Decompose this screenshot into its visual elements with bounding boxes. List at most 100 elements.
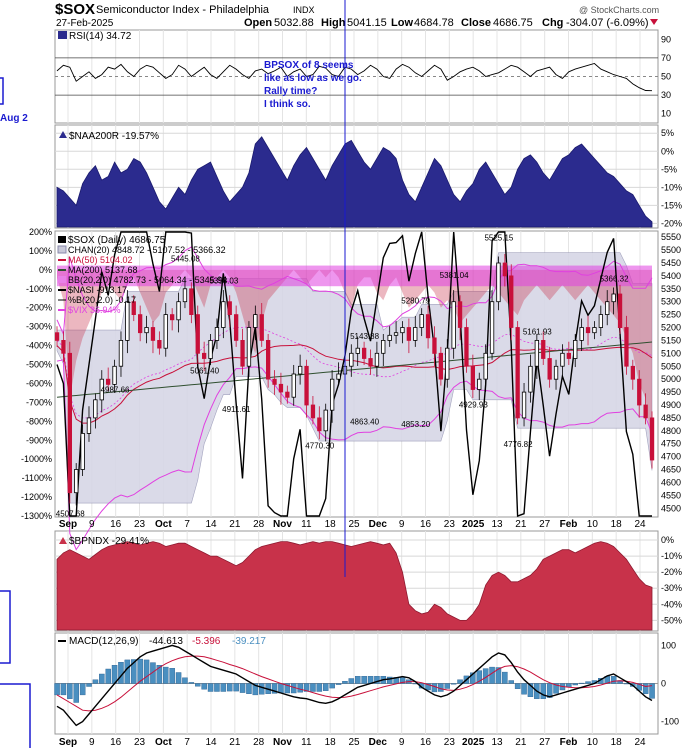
macd-histogram-bar xyxy=(329,683,335,689)
candle-body xyxy=(182,288,188,303)
candle-body xyxy=(547,358,552,380)
candle-body xyxy=(323,409,328,432)
x-axis-label: 9 xyxy=(89,737,95,748)
candle-body xyxy=(201,352,207,359)
price-right-tick: 4900 xyxy=(661,400,681,410)
x-axis-label: 14 xyxy=(205,737,217,748)
annotation-box-2 xyxy=(0,590,11,664)
macd-histogram-bar xyxy=(169,668,175,684)
x-axis-label: 9 xyxy=(399,737,405,748)
macd-histogram-bar xyxy=(521,683,527,695)
x-axis-label: 18 xyxy=(325,519,337,530)
bp-tick-label: 0% xyxy=(661,535,674,545)
macd-histogram-bar xyxy=(514,683,521,690)
rsi-tick-label: 70 xyxy=(661,53,671,63)
x-axis-label: 16 xyxy=(420,737,432,748)
macd-histogram-bar xyxy=(79,683,86,696)
x-axis-label: 21 xyxy=(515,737,527,748)
price-label: 4507.68 xyxy=(56,509,85,518)
macd-histogram-bar xyxy=(239,683,246,693)
legend-ma200: MA(200) 5137.68 xyxy=(68,265,138,275)
candle-body xyxy=(265,339,271,380)
macd-histogram-bar xyxy=(150,662,156,684)
x-axis-label: 18 xyxy=(611,737,623,748)
candle-body xyxy=(553,365,559,380)
chg-label: Chg xyxy=(542,17,563,29)
macd-histogram-bar xyxy=(578,682,585,684)
candle-body xyxy=(509,275,514,328)
annotation-box-1 xyxy=(0,77,4,105)
nasi-line xyxy=(56,231,652,517)
macd-histogram-bar xyxy=(259,683,265,695)
x-axis-label: Dec xyxy=(369,737,388,748)
bp-tick-label: -30% xyxy=(661,583,682,593)
macd-histogram-bar xyxy=(54,683,60,696)
macd-histogram-bar xyxy=(438,683,444,692)
macd-histogram-bar xyxy=(450,683,457,685)
macd-histogram-bar xyxy=(444,683,451,689)
price-right-tick: 5500 xyxy=(661,245,681,255)
x-axis-label: Nov xyxy=(273,519,292,530)
macd-histogram-bar xyxy=(67,683,73,699)
close-value: 4686.75 xyxy=(493,17,533,29)
rsi-legend: RSI(14) 34.72 xyxy=(58,31,132,42)
x-axis-label: 23 xyxy=(134,737,146,748)
candle-body xyxy=(624,327,629,367)
candle-body xyxy=(649,417,655,461)
rsi-tick-label: 30 xyxy=(661,90,671,100)
price-label: 5525.15 xyxy=(484,234,513,243)
price-right-tick: 4550 xyxy=(661,490,681,500)
macd-histogram-bar xyxy=(60,683,67,696)
macd-histogram-bar xyxy=(214,683,220,692)
x-axis-label: 24 xyxy=(634,519,646,530)
naa200r-legend-text: $NAA200R -19.57% xyxy=(69,131,159,142)
price-right-tick: 5200 xyxy=(661,323,681,333)
candle-body xyxy=(445,347,450,380)
candle-body xyxy=(457,301,463,328)
macd-legend-name: MACD(12,26,9) xyxy=(69,636,138,647)
x-axis-label: 9 xyxy=(89,519,95,530)
naa-tick-label: -10% xyxy=(661,182,682,192)
macd-histogram-bar xyxy=(284,683,291,694)
macd-histogram-bar xyxy=(130,659,137,684)
price-left-tick: -200% xyxy=(26,303,52,313)
x-axis-label: 7 xyxy=(184,519,190,530)
macd-histogram-bar xyxy=(527,683,534,698)
macd-histogram-bar xyxy=(623,683,630,685)
macd-histogram-bar xyxy=(188,682,195,684)
macd-histogram-bar xyxy=(470,672,476,684)
candle-body xyxy=(579,327,584,341)
macd-histogram-bar xyxy=(220,683,227,692)
macd-histogram-bar xyxy=(271,683,278,694)
x-axis-label: 10 xyxy=(587,737,599,748)
bpndx-series xyxy=(55,539,658,631)
candle-body xyxy=(560,352,565,367)
price-left-tick: -500% xyxy=(26,360,52,370)
price-right-tick: 5000 xyxy=(661,374,681,384)
bollinger-mid xyxy=(56,326,653,419)
price-right-tick: 4700 xyxy=(661,452,681,462)
rsi-series xyxy=(55,57,658,96)
price-label: 5366.32 xyxy=(600,275,629,284)
price-left-tick: -1300% xyxy=(21,511,52,521)
candle-body xyxy=(278,383,284,393)
candle-body xyxy=(233,314,239,341)
high-label: High xyxy=(321,17,346,29)
legend-vix: $VIX 36.94% xyxy=(68,305,121,315)
candle-body xyxy=(368,358,373,367)
candle-body xyxy=(470,365,476,390)
candle-body xyxy=(605,301,610,316)
price-label: 5161.93 xyxy=(523,327,552,336)
macd-histogram-bar xyxy=(99,673,105,684)
legend-sox: $SOX (Daily) 4686.75 xyxy=(68,235,166,246)
price-left-tick: -700% xyxy=(26,397,52,407)
naa200r-series xyxy=(55,132,658,228)
rsi-tick-label: 50 xyxy=(661,72,671,82)
candle-body xyxy=(240,339,245,367)
price-right-tick: 5450 xyxy=(661,258,681,268)
price-right-tick: 5050 xyxy=(661,361,681,371)
candle-body xyxy=(99,378,104,401)
candle-body xyxy=(381,339,386,354)
candle-body xyxy=(617,293,623,328)
candle-body xyxy=(214,327,220,341)
